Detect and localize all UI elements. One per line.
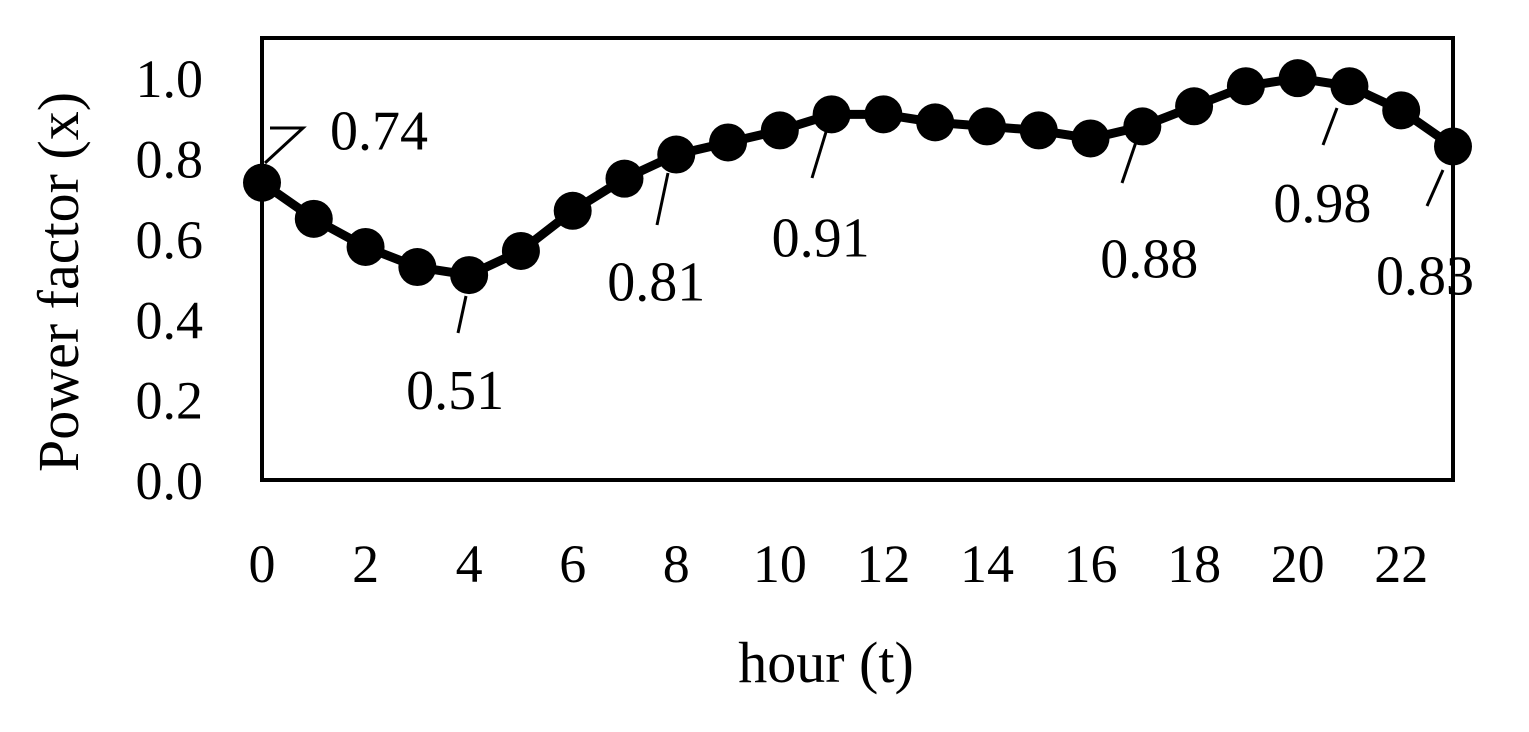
data-point <box>760 111 799 150</box>
data-point <box>1123 107 1162 146</box>
y-tick-label: 0.6 <box>136 210 204 270</box>
data-point <box>1071 119 1110 158</box>
data-label-leader <box>1321 107 1339 146</box>
data-point <box>1175 87 1214 126</box>
data-label-leader <box>1120 141 1138 184</box>
data-label: 0.91 <box>772 207 870 269</box>
data-point <box>605 159 644 198</box>
data-point <box>967 107 1006 146</box>
data-point <box>553 191 592 230</box>
data-point <box>294 199 333 238</box>
data-point <box>398 248 437 287</box>
y-tick-label: 1.0 <box>136 49 204 109</box>
data-point <box>916 103 955 142</box>
y-tick-label: 0.0 <box>136 451 204 511</box>
x-tick-label: 2 <box>352 534 379 594</box>
x-tick-label: 14 <box>960 534 1014 594</box>
y-tick-label: 0.2 <box>136 371 204 431</box>
x-tick-label: 22 <box>1374 534 1428 594</box>
y-axis-title: Power factor (x) <box>26 92 91 472</box>
data-point <box>1330 67 1369 106</box>
data-label-leader <box>655 172 670 226</box>
data-point <box>1382 91 1421 130</box>
x-tick-label: 16 <box>1064 534 1118 594</box>
data-point <box>864 95 903 134</box>
data-label: 0.81 <box>607 252 705 314</box>
data-point <box>1226 67 1265 106</box>
data-point <box>346 227 385 266</box>
x-tick-label: 18 <box>1167 534 1221 594</box>
data-point <box>450 256 489 295</box>
data-point <box>709 123 748 162</box>
data-point <box>657 135 696 174</box>
data-point <box>1019 111 1058 150</box>
x-tick-label: 10 <box>753 534 807 594</box>
data-point <box>501 231 540 270</box>
x-axis-title: hour (t) <box>738 630 914 695</box>
data-label: 0.83 <box>1376 245 1474 307</box>
plot-frame <box>260 36 1455 482</box>
data-label: 0.98 <box>1273 173 1371 235</box>
data-label-leader <box>1425 169 1445 207</box>
x-tick-label: 8 <box>663 534 690 594</box>
data-label-leader <box>263 126 307 165</box>
x-tick-label: 20 <box>1271 534 1325 594</box>
data-point <box>243 163 281 202</box>
data-label: 0.74 <box>330 101 428 163</box>
x-tick-label: 12 <box>856 534 910 594</box>
data-point <box>1434 127 1472 166</box>
y-tick-label: 0.8 <box>136 130 204 190</box>
data-point <box>812 95 851 134</box>
data-label: 0.88 <box>1100 228 1198 290</box>
data-label-leader <box>810 131 828 179</box>
x-tick-label: 6 <box>559 534 586 594</box>
x-tick-label: 0 <box>249 534 276 594</box>
x-tick-label: 4 <box>456 534 483 594</box>
y-tick-label: 0.4 <box>136 290 204 350</box>
data-label-leader <box>456 295 468 334</box>
data-point <box>1278 59 1317 98</box>
data-label: 0.51 <box>406 360 504 422</box>
